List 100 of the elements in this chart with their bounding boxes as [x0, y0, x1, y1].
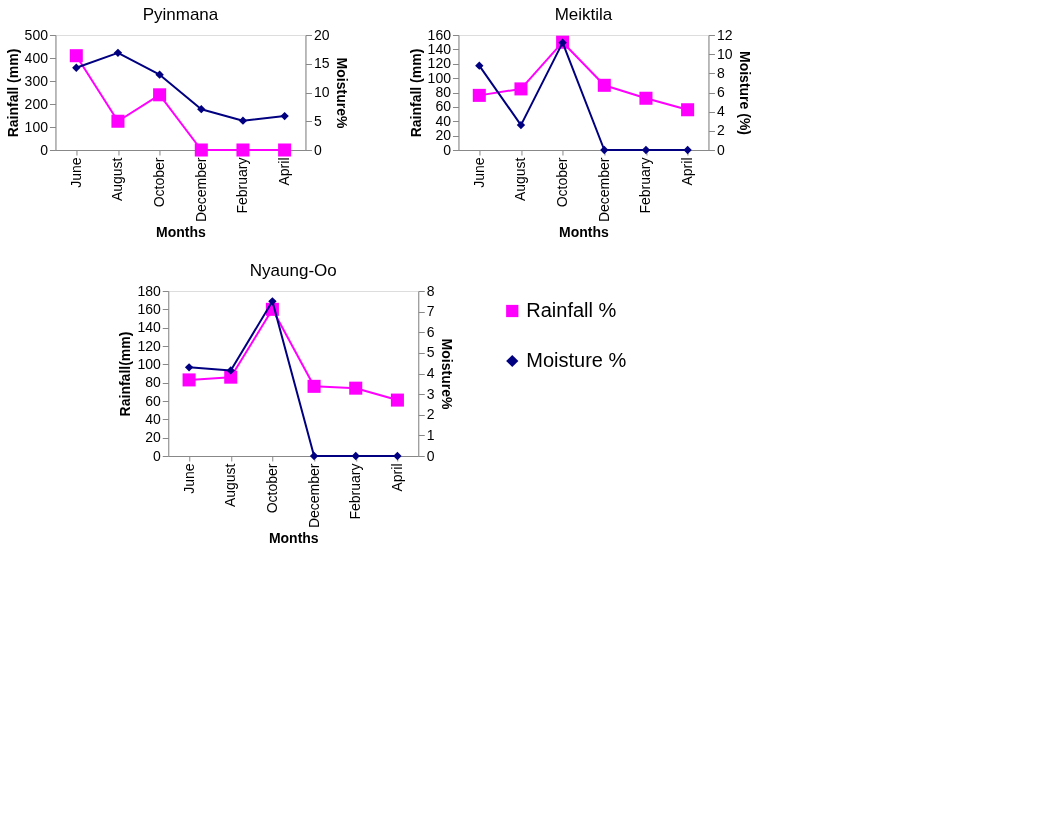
y2-tick-label: 7 — [426, 303, 435, 320]
legend-label: Moisture % — [526, 349, 627, 371]
x-tick-label: October — [554, 157, 571, 208]
point — [69, 49, 83, 63]
point — [683, 145, 692, 155]
y-tick-label: 140 — [137, 319, 161, 336]
y2-tick-label: 6 — [716, 84, 725, 100]
y-tick-label: 80 — [435, 84, 452, 100]
x-tick-label: August — [109, 157, 126, 202]
x-tick-label: December — [595, 157, 612, 223]
point — [111, 114, 125, 128]
x-tick-label: February — [234, 157, 251, 214]
y-tick-label: 100 — [137, 355, 161, 372]
point — [182, 373, 196, 387]
point — [153, 88, 167, 102]
point — [349, 381, 363, 395]
point — [516, 120, 526, 130]
y-tick-label: 300 — [24, 72, 49, 89]
point — [307, 379, 321, 393]
point — [600, 145, 609, 155]
y-tick-label: 180 — [137, 282, 161, 299]
y-tick-label: 20 — [435, 127, 452, 144]
x-axis-title: Months — [156, 224, 207, 241]
x-tick-label: June — [180, 463, 197, 494]
point — [238, 116, 248, 125]
y2-tick-label: 0 — [716, 141, 725, 158]
y-tick-label: 120 — [137, 337, 161, 354]
y-axis-title: Rainfall (mm) — [4, 48, 21, 138]
y2-tick-label: 1 — [426, 426, 435, 443]
y-axis-title: Rainfall (mm) — [407, 48, 424, 138]
x-axis-title: Months — [268, 530, 319, 547]
point — [681, 103, 695, 117]
y-tick-label: 160 — [137, 300, 161, 317]
point — [280, 111, 289, 121]
chart-title: Pyinmana — [142, 5, 219, 24]
point — [639, 91, 653, 105]
y2-axis-title: Moisture% — [333, 57, 350, 129]
y-tick-label: 400 — [24, 49, 49, 66]
point — [390, 393, 404, 407]
x-tick-label: October — [263, 463, 280, 514]
point — [351, 451, 360, 461]
y-tick-label: 120 — [427, 55, 452, 72]
y2-tick-label: 8 — [716, 64, 725, 81]
y-tick-label: 200 — [24, 95, 49, 112]
y2-tick-label: 5 — [313, 112, 322, 129]
x-tick-label: April — [388, 463, 405, 492]
y2-tick-label: 6 — [426, 323, 435, 340]
y2-tick-label: 4 — [716, 103, 725, 120]
y2-tick-label: 12 — [716, 26, 733, 43]
point — [309, 451, 319, 461]
point — [393, 451, 402, 461]
y-tick-label: 60 — [145, 392, 161, 409]
point — [226, 366, 235, 375]
y-axis-title: Rainfall(mm) — [117, 331, 134, 417]
point — [472, 88, 486, 102]
y2-tick-label: 4 — [426, 365, 435, 381]
point — [278, 143, 292, 157]
y-tick-label: 160 — [427, 26, 452, 43]
x-tick-label: April — [679, 157, 696, 186]
y2-tick-label: 3 — [426, 385, 435, 402]
point — [72, 63, 81, 72]
y2-tick-label: 0 — [313, 141, 322, 158]
y-tick-label: 140 — [427, 40, 452, 57]
point — [155, 70, 164, 79]
y-tick-label: 40 — [145, 410, 161, 427]
y-tick-label: 40 — [435, 112, 452, 129]
x-tick-label: June — [470, 157, 487, 188]
y2-tick-label: 2 — [716, 122, 725, 139]
y2-tick-label: 2 — [426, 406, 435, 423]
x-tick-label: February — [347, 463, 364, 520]
x-tick-label: June — [67, 157, 84, 188]
y-tick-label: 0 — [443, 141, 452, 158]
point — [475, 61, 484, 70]
y-tick-label: 500 — [24, 26, 49, 43]
x-tick-label: February — [637, 157, 654, 214]
x-tick-label: December — [305, 463, 322, 529]
x-tick-label: August — [222, 463, 239, 508]
point — [194, 143, 208, 157]
y2-tick-label: 15 — [313, 55, 330, 72]
legend-label: Rainfall % — [526, 299, 617, 321]
point — [514, 82, 528, 96]
y2-tick-label: 5 — [426, 344, 435, 361]
x-tick-label: April — [276, 157, 293, 186]
x-tick-label: December — [192, 157, 209, 223]
y-tick-label: 0 — [40, 141, 49, 158]
y-tick-label: 20 — [145, 429, 161, 446]
point — [224, 370, 238, 384]
y-tick-label: 100 — [24, 118, 49, 135]
y2-tick-label: 10 — [716, 45, 733, 62]
y-tick-label: 100 — [427, 69, 452, 86]
y-tick-label: 0 — [152, 447, 161, 464]
point — [113, 48, 123, 58]
y-tick-label: 80 — [145, 374, 161, 391]
y2-tick-label: 20 — [313, 26, 330, 43]
y2-tick-label: 8 — [426, 282, 435, 299]
point — [184, 363, 194, 372]
point — [236, 143, 250, 157]
y2-tick-label: 10 — [313, 84, 330, 100]
y2-axis-title: Moisture (%) — [736, 51, 753, 135]
x-axis-title: Months — [559, 224, 610, 241]
